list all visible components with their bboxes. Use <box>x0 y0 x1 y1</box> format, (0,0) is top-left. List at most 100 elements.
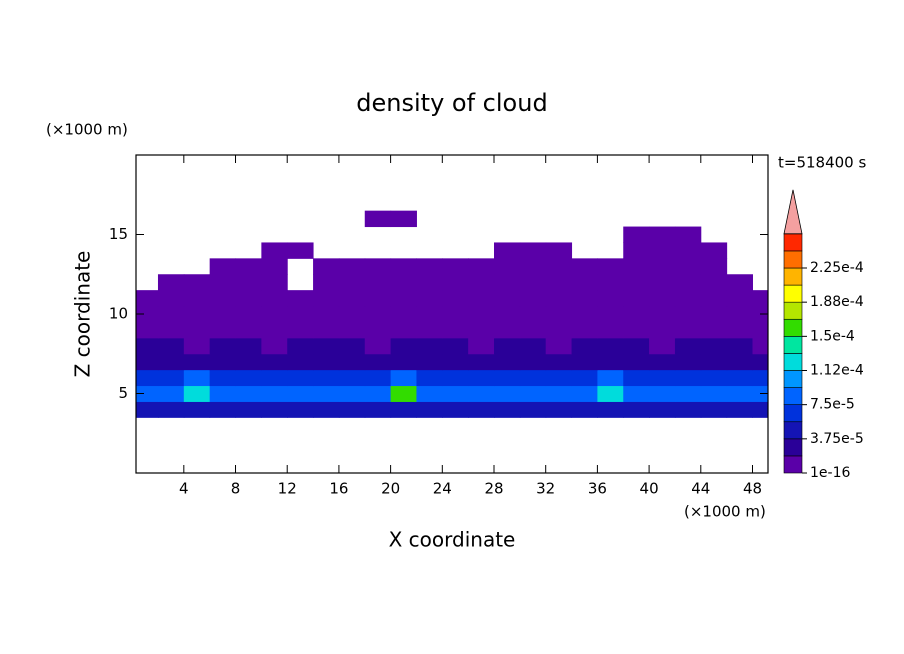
contour-cell <box>287 321 314 339</box>
contour-cell <box>183 337 211 355</box>
contour-cell <box>519 258 547 275</box>
contour-cell <box>416 274 443 291</box>
colorbar-tick-label: 1e-16 <box>810 465 850 481</box>
contour-cell <box>364 274 392 291</box>
contour-cell <box>313 306 340 323</box>
contour-cell <box>700 274 728 291</box>
contour-cell <box>494 401 521 418</box>
contour-cell <box>442 401 469 418</box>
contour-cell <box>623 274 650 291</box>
y-axis-label: Z coordinate <box>71 251 95 378</box>
contour-cell <box>649 337 676 355</box>
x-tick-label: 20 <box>381 480 400 498</box>
contour-cell <box>209 401 237 418</box>
contour-cell <box>519 337 547 355</box>
contour-cell <box>494 242 521 259</box>
contour-cell <box>571 353 598 371</box>
contour-cell <box>338 290 366 307</box>
contour-cell <box>494 369 521 387</box>
contour-cell <box>752 401 768 418</box>
contour-cell <box>597 337 624 355</box>
x-tick-label: 36 <box>588 480 607 498</box>
contour-cell <box>519 353 547 371</box>
contour-cell <box>338 353 366 371</box>
contour-cell <box>674 274 702 291</box>
contour-cell <box>416 353 443 371</box>
contour-cell <box>545 353 573 371</box>
contour-cell <box>442 258 469 275</box>
contour-cell <box>313 385 340 402</box>
contour-cell <box>390 210 417 228</box>
colorbar-tick-label: 7.5e-5 <box>810 397 855 413</box>
contour-cell <box>261 385 288 402</box>
contour-cell <box>494 290 521 307</box>
colorbar-box <box>783 421 803 440</box>
contour-cell <box>623 369 650 387</box>
contour-cell <box>287 385 314 402</box>
contour-cell <box>726 290 753 307</box>
contour-cell <box>674 306 702 323</box>
contour-cell <box>313 401 340 418</box>
contour-cell <box>157 369 185 387</box>
contour-cell <box>442 369 469 387</box>
contour-cell <box>235 385 262 402</box>
contour-cell <box>338 258 366 275</box>
contour-cell <box>183 369 211 387</box>
colorbar-tick-label: 1.88e-4 <box>810 294 864 310</box>
contour-cell <box>700 321 728 339</box>
contour-cell <box>136 337 159 355</box>
contour-field <box>136 210 768 418</box>
contour-cell <box>157 290 185 307</box>
contour-cell <box>623 306 650 323</box>
contour-cell <box>157 306 185 323</box>
contour-cell <box>649 242 676 259</box>
contour-cell <box>623 353 650 371</box>
colorbar-tick-label: 1.5e-4 <box>810 328 855 344</box>
contour-cell <box>364 258 392 275</box>
y-unit: (×1000 m) <box>46 121 128 139</box>
contour-cell <box>287 290 314 307</box>
contour-cell <box>364 290 392 307</box>
contour-cell <box>364 210 392 228</box>
contour-cell <box>597 369 624 387</box>
contour-cell <box>571 321 598 339</box>
contour-cell <box>287 306 314 323</box>
contour-cell <box>700 385 728 402</box>
contour-cell <box>623 321 650 339</box>
contour-cell <box>649 401 676 418</box>
contour-cell <box>597 274 624 291</box>
x-tick-label: 4 <box>179 480 189 498</box>
contour-cell <box>674 337 702 355</box>
contour-cell <box>235 369 262 387</box>
contour-cell <box>136 369 159 387</box>
contour-cell <box>545 242 573 259</box>
contour-cell <box>390 274 417 291</box>
contour-cell <box>313 337 340 355</box>
contour-cell <box>571 306 598 323</box>
contour-cell <box>700 401 728 418</box>
x-axis-label: X coordinate <box>389 528 516 552</box>
colorbar-box <box>783 353 803 371</box>
contour-cell <box>519 321 547 339</box>
contour-cell <box>752 290 768 307</box>
contour-cell <box>416 369 443 387</box>
contour-cell <box>545 258 573 275</box>
contour-cell <box>752 337 768 355</box>
contour-cell <box>442 306 469 323</box>
contour-cell <box>468 321 495 339</box>
contour-cell <box>209 337 237 355</box>
contour-cell <box>313 353 340 371</box>
contour-cell <box>468 274 495 291</box>
contour-cell <box>597 385 624 402</box>
contour-cell <box>726 306 753 323</box>
contour-cell <box>468 401 495 418</box>
contour-cell <box>752 321 768 339</box>
contour-cell <box>390 385 417 402</box>
contour-cell <box>209 258 237 275</box>
contour-cell <box>494 306 521 323</box>
contour-cell <box>649 369 676 387</box>
contour-cell <box>416 258 443 275</box>
contour-cell <box>364 321 392 339</box>
contour-cell <box>287 353 314 371</box>
contour-cell <box>261 369 288 387</box>
